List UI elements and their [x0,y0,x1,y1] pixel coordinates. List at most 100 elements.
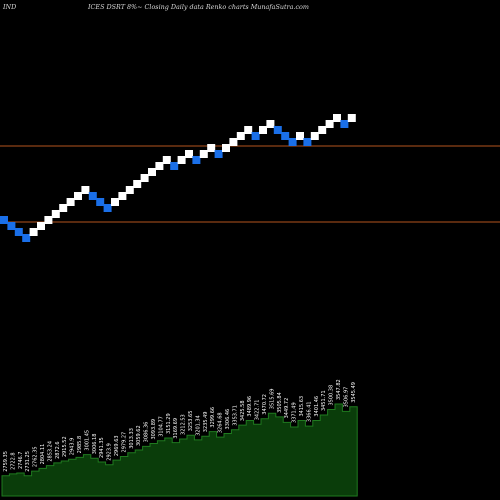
renko-brick-down [0,216,8,224]
volume-label: 3013.33 [129,428,135,449]
volume-label: 2722.8 [10,452,16,470]
volume-label: 2804.11 [40,444,46,465]
volume-label: 3545.49 [351,382,357,403]
renko-brick-up [155,162,164,170]
volume-label: 3425.58 [240,400,246,421]
renko-brick-up [29,228,38,236]
volume-label: 3415.63 [299,396,305,417]
renko-brick-up [162,156,171,164]
reference-lines [0,145,500,223]
volume-label: 3449.72 [284,398,290,419]
renko-brick-up [118,192,127,200]
volume-label: 3169.69 [173,418,179,439]
renko-brick-up [207,144,216,152]
renko-brick-down [340,120,349,128]
renko-brick-down [192,156,201,164]
volume-label: 3235.49 [203,412,209,433]
renko-brick-down [7,222,16,230]
volume-label: 2969.63 [114,435,120,456]
renko-brick-up [259,126,267,134]
volume-panel [1,403,358,497]
renko-brick-up [37,222,45,230]
volume-label: 3489.96 [247,396,253,417]
renko-brick-down [88,192,97,200]
renko-brick-down [273,126,282,134]
renko-brick-down [251,132,260,140]
renko-brick-up [44,216,53,224]
renko-brick-up [347,114,356,122]
volume-label: 3299.66 [210,407,216,428]
volume-label: 2979.27 [121,432,127,453]
volume-label: 3006.18 [92,434,98,455]
volume-label: 2759.35 [3,451,9,472]
renko-brick-up [296,132,304,140]
volume-label: 3506.97 [343,387,349,408]
renko-brick-up [229,138,238,146]
renko-brick-up [111,198,119,206]
renko-brick-up [125,186,134,194]
volume-label: 3093.89 [151,419,157,440]
volume-label: 2985.8 [77,436,83,454]
renko-brick-up [74,192,82,200]
volume-label: 2872.6 [55,441,61,459]
volume-label: 3470.72 [262,394,268,415]
volume-label: 3401.46 [314,396,320,417]
renko-brick-up [81,186,90,194]
volume-label: 3505.84 [277,392,283,413]
volume-label: 2923.9 [107,443,113,461]
renko-brick-up [236,132,245,140]
renko-brick-down [170,162,179,170]
volume-label: 3212.53 [181,414,187,435]
renko-brick-down [96,198,105,206]
renko-brick-up [177,156,186,164]
renko-brick-up [266,120,275,128]
renko-brick-down [281,132,290,140]
volume-label: 3086.36 [144,422,150,443]
renko-brick-up [66,198,75,206]
volume-label: 3422.71 [255,400,261,421]
volume-label: 3451.71 [321,390,327,411]
renko-brick-down [288,138,297,146]
renko-brick-down [14,228,23,236]
renko-brick-down [103,204,112,212]
renko-brick-up [222,144,230,152]
renko-brick-down [22,234,31,242]
renko-brick-up [310,132,319,140]
volume-label: 2731.25 [25,451,31,472]
renko-brick-up [333,114,341,122]
renko-brick-up [244,126,253,134]
volume-label: 2915.52 [62,436,68,457]
volume-label: 3515.69 [269,389,275,410]
volume-label: 2853.24 [47,441,53,462]
renko-bricks [0,114,356,242]
volume-label: 2746.7 [18,452,24,470]
volume-label: 3001.45 [84,430,90,451]
volume-labels: 2759.35 2722.8 2746.7 2731.25 2762.35 2804.11… [3,379,357,471]
renko-brick-up [133,180,142,188]
renko-brick-up [185,150,193,158]
volume-area [1,403,358,497]
volume-label: 2762.35 [33,446,39,467]
renko-brick-up [59,204,68,212]
renko-brick-up [140,174,149,182]
volume-label: 2941.35 [99,437,105,458]
volume-label: 3059.62 [136,425,142,446]
renko-brick-up [318,126,327,134]
volume-label: 3353.71 [232,405,238,426]
renko-brick-down [303,138,312,146]
renko-brick-down [214,150,223,158]
chart-header-left: IND [3,3,17,11]
renko-brick-up [148,168,156,176]
volume-label: 3151.29 [166,413,172,434]
volume-label: 3371.49 [292,402,298,423]
volume-label: 2943.9 [70,438,76,456]
volume-label: 3500.38 [329,385,335,406]
renko-brick-up [51,210,60,218]
renko-brick-up [199,150,208,158]
volume-label: 3306.46 [225,409,231,430]
volume-label: 3201.34 [195,415,201,436]
volume-label: 3104.77 [158,416,164,437]
volume-label: 3547.82 [336,379,342,400]
chart-header-title: ICES DSRT 8%~ Closing Daily data Renko c… [88,3,309,11]
